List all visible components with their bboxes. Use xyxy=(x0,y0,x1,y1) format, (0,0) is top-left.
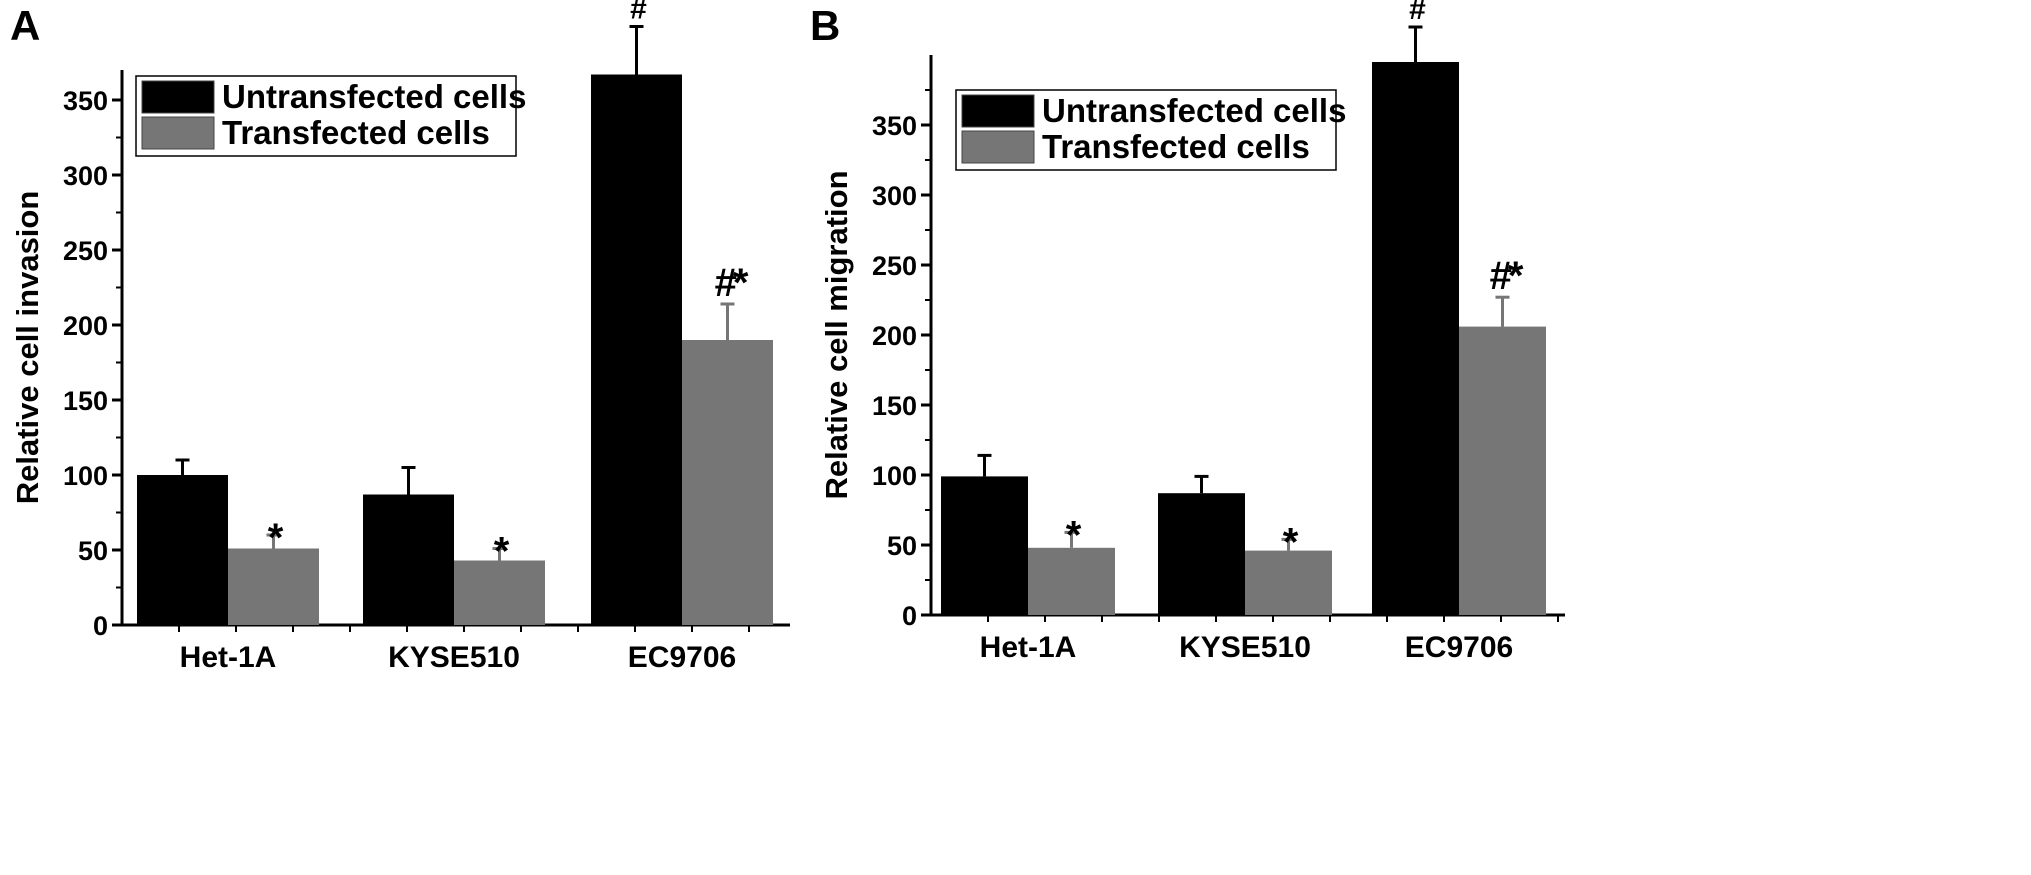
y-tick-label: 250 xyxy=(63,236,108,266)
y-tick-label: 0 xyxy=(902,601,917,631)
significance-annotation: # xyxy=(630,0,647,26)
y-tick-label: 350 xyxy=(63,86,108,116)
y-axis-label: Relative cell invasion xyxy=(10,191,45,505)
y-tick-label: 50 xyxy=(78,536,108,566)
y-tick-label: 150 xyxy=(872,391,917,421)
x-tick-label: Het-1A xyxy=(180,641,277,674)
y-tick-label: 250 xyxy=(872,251,917,281)
bar xyxy=(941,476,1028,615)
bar xyxy=(137,475,228,625)
legend-label: Transfected cells xyxy=(1042,128,1310,165)
significance-annotation: # xyxy=(1409,0,1426,26)
panel-letter: A xyxy=(10,2,40,49)
bar xyxy=(1245,550,1332,615)
legend-swatch xyxy=(141,80,215,114)
y-axis-label: Relative cell migration xyxy=(819,170,854,499)
y-tick-label: 150 xyxy=(63,386,108,416)
x-tick-label: KYSE510 xyxy=(388,641,520,674)
legend-label: Untransfected cells xyxy=(222,78,526,115)
y-tick-label: 200 xyxy=(63,311,108,341)
significance-annotation: * xyxy=(1066,513,1082,557)
y-tick-label: 100 xyxy=(63,461,108,491)
bar xyxy=(1459,326,1546,615)
y-tick-label: 350 xyxy=(872,111,917,141)
bar xyxy=(1372,62,1459,615)
bar xyxy=(228,548,319,625)
significance-annotation: * xyxy=(268,516,284,560)
x-tick-label: Het-1A xyxy=(980,631,1077,664)
y-tick-label: 300 xyxy=(63,161,108,191)
legend-label: Transfected cells xyxy=(222,114,490,151)
x-tick-label: EC9706 xyxy=(628,641,736,674)
x-tick-label: EC9706 xyxy=(1405,631,1513,664)
bar xyxy=(1028,547,1115,615)
x-tick-label: KYSE510 xyxy=(1179,631,1311,664)
panel-b: B 0 50 100 150 200 250 300 350 Relative cell migr… xyxy=(810,0,1565,664)
significance-annotation: * xyxy=(494,530,510,574)
significance-annotation: #* xyxy=(1490,254,1524,298)
bar xyxy=(1158,493,1245,615)
y-tick-label: 50 xyxy=(887,531,917,561)
legend-swatch xyxy=(961,94,1035,128)
bar xyxy=(363,494,454,625)
bar xyxy=(682,340,773,625)
legend-label: Untransfected cells xyxy=(1042,92,1346,129)
significance-annotation: #* xyxy=(715,261,749,305)
legend-swatch xyxy=(961,130,1035,164)
y-tick-label: 100 xyxy=(872,461,917,491)
significance-annotation: * xyxy=(1283,520,1299,564)
y-tick-label: 300 xyxy=(872,181,917,211)
panel-a: A 0 50 100 150 200 250 300 350 Relative cell inva… xyxy=(10,0,790,674)
y-tick-label: 0 xyxy=(93,611,108,641)
panel-letter: B xyxy=(810,2,840,49)
legend-swatch xyxy=(141,116,215,150)
bar xyxy=(454,560,545,625)
y-tick-label: 200 xyxy=(872,321,917,351)
bar xyxy=(591,74,682,625)
